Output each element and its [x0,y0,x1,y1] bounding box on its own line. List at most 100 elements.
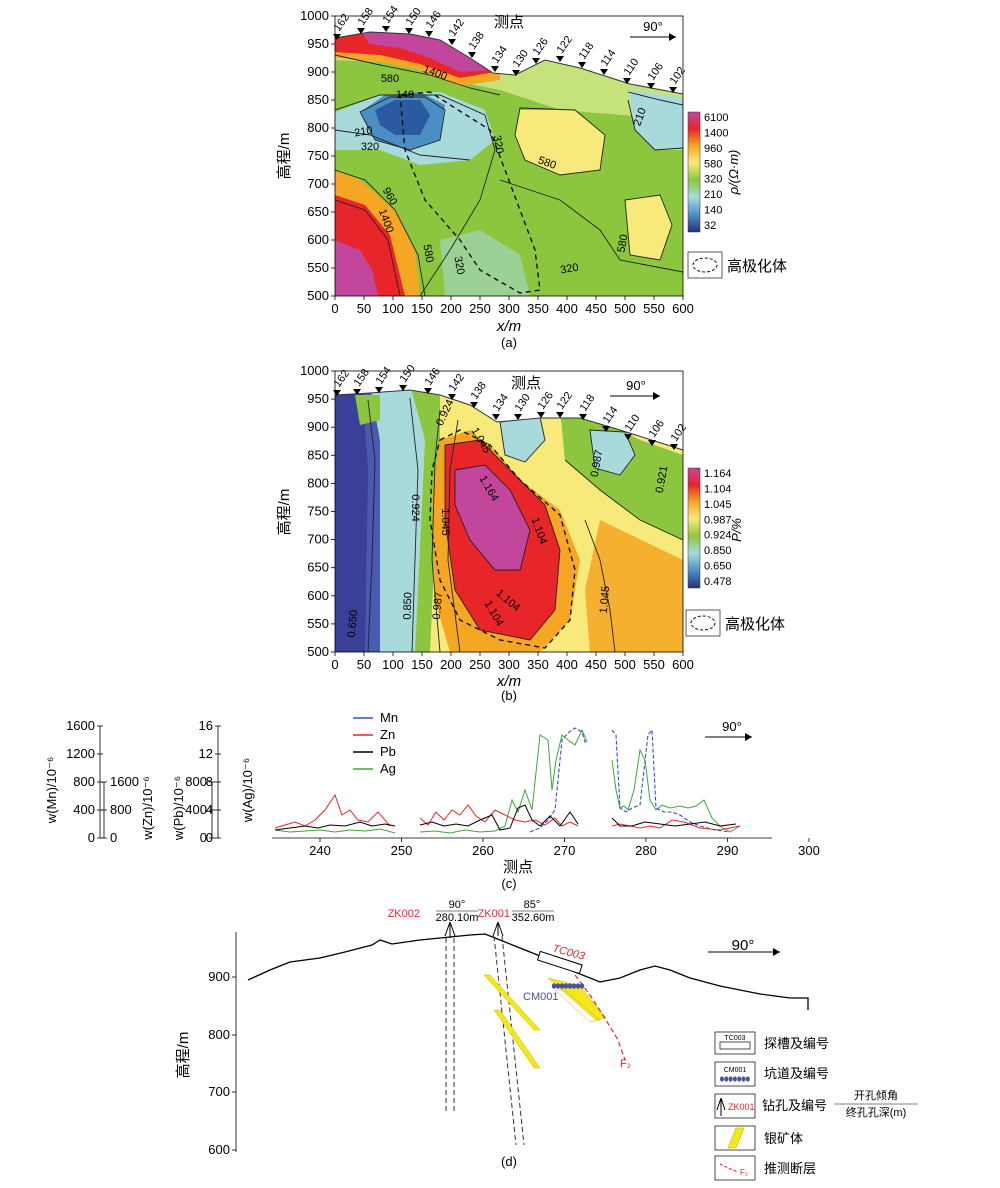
adit-dot [741,1076,746,1082]
station-label: 106 [646,61,666,83]
geochem-axis-tick: 800 [110,802,132,817]
contour-label: 1.045 [439,508,451,536]
station-marker [670,444,678,450]
adit-dot [579,983,585,989]
adit-dot [555,983,561,989]
station-marker [353,389,361,395]
y-tick-label: 650 [307,204,329,219]
station-marker [623,78,631,84]
borehole-zk001-depth: 352.60m [512,912,555,924]
x-tick-label: 100 [382,301,404,316]
adit-dot [720,1076,724,1082]
series-zn-line [274,793,741,831]
borehole-zk002 [444,921,456,1112]
x-tick-label: 0 [331,657,338,672]
geochem-axis-tick: 0 [110,830,117,845]
azimuth-label-c: 90° [722,719,742,734]
station-marker [602,426,610,432]
x-ticks-c: 240 250 260 270 280 290 300 [309,838,820,858]
legend-d-trench-icon: TC003 [724,1035,745,1042]
station-label: 130 [511,48,531,70]
x-tick-label: 50 [357,301,371,316]
contour-label: 580 [616,233,631,253]
x-tick-label: 400 [556,657,578,672]
station-label: 146 [424,9,444,31]
adit-dot [728,1076,733,1082]
station-label: 158 [352,367,372,389]
y-tick-label: 650 [307,560,329,575]
station-marker [375,387,383,393]
geochem-axis-tick: 400 [185,802,207,817]
axis-ticks-b: 0 50 100 150 200 250 300 350 400 450 500 550 600 500 5… [300,363,694,672]
station-label: 114 [601,404,621,425]
borehole-zk002-depth: 280.10m [436,912,479,924]
station-label: 118 [577,40,597,61]
contour-label: 1.045 [598,586,612,614]
caption-b: (b) [501,688,517,703]
station-label: 102 [669,422,689,444]
colorbar-value: 0.987 [704,514,732,526]
trench-tc003 [536,950,583,975]
station-label: 110 [623,412,643,433]
y-tick-label: 700 [307,532,329,547]
x-tick-label: 100 [382,657,404,672]
colorbar-value: 210 [704,189,722,201]
section-title-b: 测点 [511,375,541,392]
contour-label: 320 [559,262,579,277]
adit-cm001 [551,983,585,989]
y-tick-label-d: 700 [208,1084,230,1099]
topography-line-a [334,31,684,95]
contour-label: 210 [631,106,649,127]
y-tick-label: 750 [307,148,329,163]
x-tick-label: 500 [614,301,636,316]
station-marker [648,440,656,446]
contour-label: 580 [420,243,435,263]
x-tick-label: 450 [585,301,607,316]
adit-dot [559,983,565,989]
station-label: 138 [467,30,487,52]
y-tick-label: 500 [307,288,329,303]
colorbar-label-b: P/% [729,518,744,542]
colorbar-value: 1.104 [704,483,732,495]
colorbar-value: 1.045 [704,499,732,511]
contour-label: 0.850 [402,592,415,620]
caption-d: (d) [501,1154,517,1169]
contour-label: 580 [536,154,557,172]
x-tick-label: 250 [469,657,491,672]
borehole-zk002-id: ZK002 [388,908,420,920]
legend-d-borehole-text: 钻孔及编号 [762,1098,827,1113]
station-label: 150 [398,363,418,385]
legend-ellipse-a [692,257,718,273]
station-marker [382,26,390,32]
station-label: 114 [599,47,619,68]
geochem-axis-tick: 0 [206,830,213,845]
station-label: 146 [423,366,443,388]
y-tick-label: 950 [307,36,329,51]
geochem-axis-tick: 400 [73,802,95,817]
adit-dot [551,983,557,989]
y-axis-label-b: 高程/m [276,489,293,536]
fault-f2-label: F₂ [620,1058,631,1070]
station-marker [399,385,407,391]
legend-d-ore-text: 银矿体 [764,1131,803,1146]
station-marker [468,52,476,58]
y-tick-label: 850 [307,447,329,462]
x-tick-label: 400 [556,301,578,316]
station-label: 110 [622,56,642,77]
y-tick-label: 900 [307,64,329,79]
colorbar-value: 6100 [704,112,728,124]
y-tick-label: 600 [307,232,329,247]
station-marker [556,412,564,418]
x-tick-label: 150 [411,657,433,672]
geochem-axis-tick: 8 [206,774,213,789]
contour-label: 320 [490,134,505,154]
fault-f2-line [574,974,626,1061]
x-tick-label: 200 [440,657,462,672]
x-tick-label: 300 [498,301,520,316]
legend-d-borehole-fraction-bottom: 终孔孔深(m) [846,1105,907,1119]
station-marker [512,70,520,76]
station-marker [579,414,587,420]
station-marker [669,87,677,93]
